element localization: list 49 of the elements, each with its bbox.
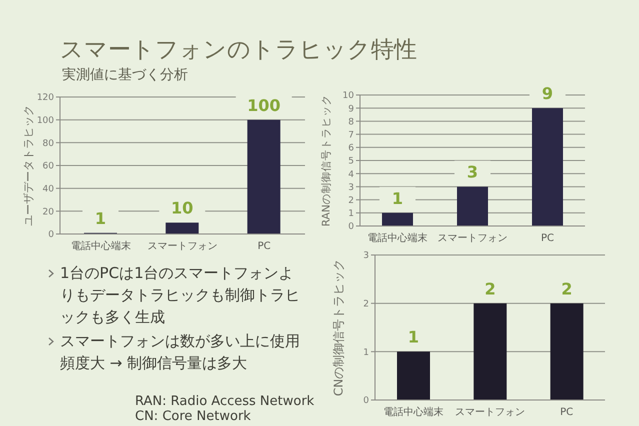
y-tick-label: 3 bbox=[363, 251, 369, 262]
y-tick-label: 20 bbox=[42, 207, 54, 218]
x-tick-label: 電話中心端末 bbox=[383, 406, 444, 418]
x-tick-label: PC bbox=[258, 241, 271, 252]
y-tick-label: 10 bbox=[342, 91, 354, 102]
y-tick-label: 0 bbox=[348, 222, 354, 232]
x-tick-label: スマートフォン bbox=[455, 407, 525, 418]
text: スマートフォンは数が多い上に使用頻度大 → 制御信号量は多大 bbox=[60, 331, 301, 374]
data-label: 1 bbox=[392, 188, 404, 208]
x-tick-label: PC bbox=[560, 407, 574, 418]
data-label: 3 bbox=[466, 162, 478, 182]
x-tick-label: スマートフォン bbox=[438, 233, 508, 244]
y-tick-label: 4 bbox=[348, 170, 354, 180]
y-tick-label: 60 bbox=[42, 162, 54, 172]
y-tick-label: 1 bbox=[363, 348, 369, 358]
y-axis-title: RANの制御信号トラヒック bbox=[320, 94, 333, 226]
y-tick-label: 100 bbox=[36, 116, 54, 126]
y-tick-label: 6 bbox=[348, 144, 354, 154]
x-tick-label: 電話中心端末 bbox=[70, 240, 131, 252]
y-tick-label: 7 bbox=[348, 130, 354, 140]
y-tick-label: 2 bbox=[363, 300, 369, 310]
y-tick-label: 9 bbox=[348, 104, 354, 114]
data-label: 2 bbox=[484, 279, 496, 298]
y-tick-label: 120 bbox=[36, 93, 54, 104]
x-tick-label: PC bbox=[540, 233, 554, 244]
x-tick-label: 電話中心端末 bbox=[368, 232, 428, 244]
y-tick-label: 3 bbox=[348, 182, 354, 193]
data-label: 9 bbox=[542, 84, 554, 104]
y-tick-label: 0 bbox=[48, 230, 54, 240]
y-tick-label: 40 bbox=[42, 184, 54, 195]
chart-title: スマートフォンのトラヒック特性 bbox=[60, 36, 417, 65]
y-tick-label: 2 bbox=[348, 196, 354, 206]
y-tick-label: 0 bbox=[363, 396, 370, 406]
data-label: 1 bbox=[408, 328, 420, 347]
chart-subtitle: 実測値に基づく分析 bbox=[62, 66, 188, 84]
x-tick-label: スマートフォン bbox=[148, 241, 218, 252]
data-label: 100 bbox=[247, 96, 281, 115]
y-axis-title: ユーザデータトラヒック bbox=[22, 105, 35, 226]
data-label: 1 bbox=[94, 208, 106, 228]
data-label: 2 bbox=[561, 279, 572, 298]
text: 1台のPCは1台のスマートフォンよりもデータトラヒックも制御トラヒックも多く生成 bbox=[60, 263, 301, 328]
y-tick-label: 5 bbox=[348, 156, 354, 167]
y-tick-label: 80 bbox=[42, 138, 54, 149]
y-tick-label: 1 bbox=[348, 209, 354, 220]
text: CN: Core Network bbox=[135, 409, 251, 424]
text: RAN: Radio Access Network bbox=[135, 394, 314, 409]
data-label: 10 bbox=[171, 198, 194, 218]
y-tick-label: 8 bbox=[348, 117, 354, 128]
y-axis-title: CNの制御信号トラヒック bbox=[331, 258, 346, 396]
